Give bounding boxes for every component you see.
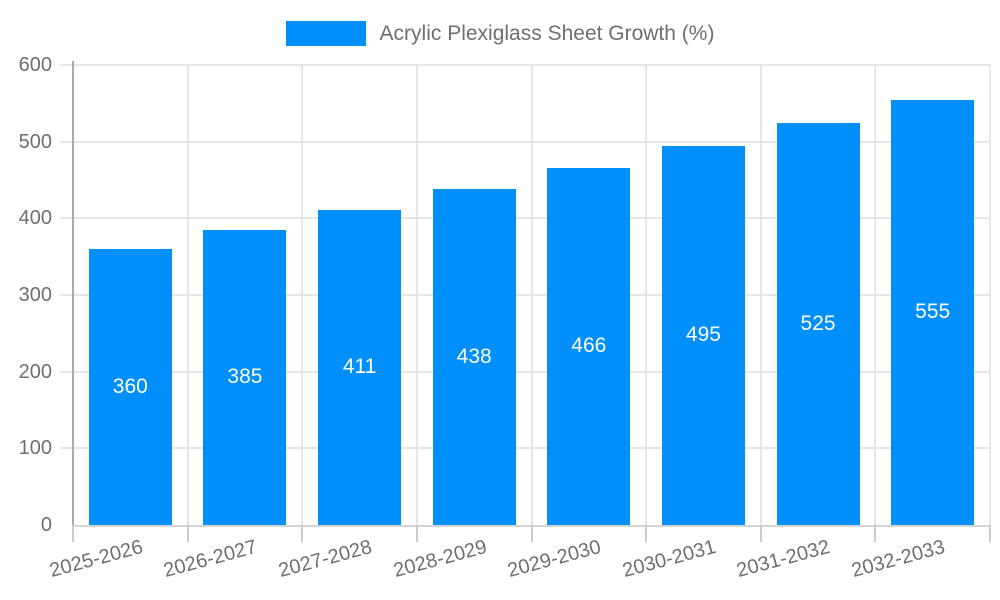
bar-value-label: 360: [112, 375, 148, 398]
x-axis-label: 2025-2026: [46, 536, 146, 583]
x-gridline: [759, 65, 762, 525]
bar: 525: [776, 122, 860, 525]
y-tick-label: 600: [18, 54, 52, 76]
legend[interactable]: Acrylic Plexiglass Sheet Growth (%): [0, 21, 1000, 46]
y-axis-line: [72, 61, 74, 525]
x-gridline: [989, 65, 991, 525]
x-gridline: [186, 65, 189, 525]
y-gridline: [60, 217, 990, 220]
x-tick-mark: [874, 525, 877, 542]
bar: 360: [88, 249, 172, 525]
y-tick-label: 0: [40, 514, 52, 536]
x-axis-label: 2030-2031: [620, 536, 719, 583]
x-gridline: [874, 65, 877, 525]
x-axis-label: 2031-2032: [734, 536, 833, 583]
bar-value-label: 438: [456, 345, 492, 369]
bar: 555: [891, 99, 975, 525]
x-axis-label: 2028-2029: [390, 536, 489, 583]
y-tick-label: 400: [18, 207, 52, 230]
bar-value-label: 411: [342, 355, 377, 379]
y-tick-label: 500: [18, 130, 52, 153]
y-gridline: [60, 447, 990, 450]
x-tick-mark: [989, 525, 991, 542]
bar-value-label: 466: [571, 334, 607, 358]
y-gridline: [60, 140, 990, 143]
bar: 466: [547, 167, 631, 525]
y-tick-label: 300: [18, 284, 52, 306]
y-gridline: [60, 370, 990, 373]
y-tick-label: 200: [18, 360, 52, 383]
legend-label: Acrylic Plexiglass Sheet Growth (%): [379, 21, 715, 45]
x-tick-mark: [645, 525, 648, 542]
bar-value-label: 555: [915, 300, 951, 324]
bar-value-label: 385: [227, 365, 263, 389]
x-axis-label: 2027-2028: [276, 536, 375, 583]
y-tick-label: 100: [18, 437, 52, 460]
bar-value-label: 525: [800, 311, 836, 335]
x-gridline: [415, 65, 418, 525]
x-tick-mark: [415, 525, 418, 542]
x-gridline: [530, 65, 533, 525]
x-tick-mark: [301, 525, 304, 542]
x-axis-label: 2029-2030: [505, 536, 604, 583]
x-tick-mark: [72, 525, 74, 542]
x-gridline: [301, 65, 304, 525]
x-tick-mark: [759, 525, 762, 542]
bar: 438: [432, 189, 516, 525]
x-axis-label: 2032-2033: [849, 536, 948, 583]
x-gridline: [645, 65, 648, 525]
bar: 495: [661, 145, 745, 525]
x-tick-mark: [530, 525, 533, 542]
bar-value-label: 495: [685, 323, 721, 347]
y-gridline: [60, 294, 990, 296]
y-gridline: [60, 64, 990, 66]
legend-marker-swatch[interactable]: [285, 21, 366, 46]
x-tick-mark: [186, 525, 189, 542]
x-axis-label: 2026-2027: [161, 536, 260, 583]
bar: 385: [203, 229, 287, 525]
bar: 411: [318, 209, 402, 525]
